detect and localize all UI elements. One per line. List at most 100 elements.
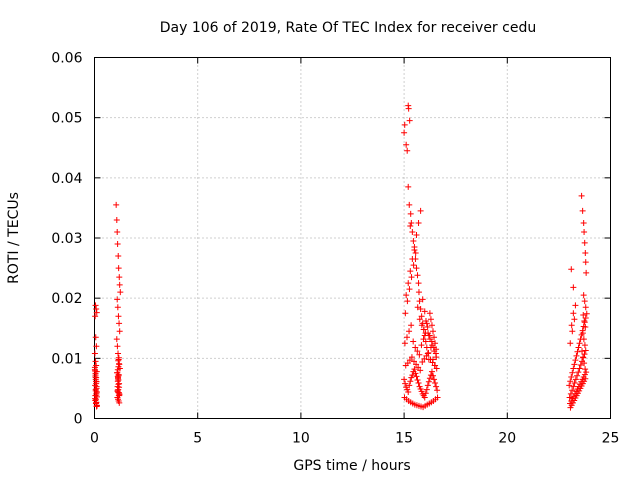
data-point (414, 376, 421, 383)
x-tick-label: 25 (602, 431, 620, 447)
data-point (93, 399, 100, 406)
data-point (92, 378, 99, 385)
data-point (116, 320, 123, 327)
data-point (417, 207, 424, 214)
data-point (569, 369, 576, 376)
data-point (575, 344, 582, 351)
grid (94, 57, 611, 419)
data-point (581, 228, 588, 235)
y-tick-label: 0.02 (51, 291, 82, 307)
data-point (580, 292, 587, 299)
y-tick-label: 0.05 (51, 111, 82, 127)
data-point (576, 365, 583, 372)
data-point (410, 262, 417, 269)
data-point (579, 207, 586, 214)
data-point (406, 382, 413, 389)
data-point (407, 210, 414, 217)
x-tick-label: 0 (90, 431, 99, 447)
data-point (567, 378, 574, 385)
data-point (116, 360, 123, 367)
data-points (91, 102, 590, 411)
data-point (427, 336, 434, 343)
data-point (419, 358, 426, 365)
data-point (577, 361, 584, 368)
data-point (413, 265, 420, 272)
data-point (412, 370, 419, 377)
data-point (401, 376, 408, 383)
data-point (420, 326, 427, 333)
data-point (431, 376, 438, 383)
data-point (116, 274, 123, 281)
data-point (115, 389, 122, 396)
data-point (93, 392, 100, 399)
y-tick-label: 0.04 (51, 171, 82, 187)
data-point (568, 322, 575, 329)
data-point (115, 363, 122, 370)
data-point (114, 304, 121, 311)
data-point (405, 183, 412, 190)
data-point (582, 304, 589, 311)
data-point (113, 336, 120, 343)
data-point (571, 361, 578, 368)
x-tick-label: 15 (395, 431, 413, 447)
data-point (114, 241, 121, 248)
axis-ticks: 0 5 10 15 20 25 0 0.01 0.02 0.03 0.04 0.05 0.06 (51, 51, 619, 447)
data-point (421, 394, 428, 401)
data-point (92, 358, 99, 365)
data-point (415, 280, 422, 287)
data-point (116, 390, 123, 397)
data-point (93, 343, 100, 350)
data-point (408, 322, 415, 329)
data-point (571, 316, 578, 323)
data-point (404, 360, 411, 367)
data-point (574, 348, 581, 355)
data-point (416, 298, 423, 305)
data-point (573, 352, 580, 359)
x-tick-label: 10 (292, 431, 310, 447)
data-point (582, 259, 589, 266)
data-point (416, 351, 423, 358)
data-point (421, 355, 428, 362)
data-point (413, 361, 420, 368)
data-point (580, 336, 587, 343)
data-point (434, 387, 441, 394)
data-point (428, 322, 435, 329)
data-point (93, 368, 100, 375)
data-point (572, 302, 579, 309)
data-point (405, 105, 412, 112)
data-point (404, 298, 411, 305)
data-point (92, 387, 99, 394)
y-tick-label: 0.06 (51, 51, 82, 67)
data-point (91, 350, 98, 357)
data-point (583, 310, 590, 317)
data-point (93, 383, 100, 390)
data-point (581, 239, 588, 246)
data-point (415, 380, 422, 387)
data-point (568, 266, 575, 273)
data-point (115, 313, 122, 320)
data-point (92, 302, 99, 309)
data-point (425, 356, 432, 363)
data-point (403, 141, 410, 148)
data-point (419, 296, 426, 303)
data-point (567, 340, 574, 347)
data-point (115, 253, 122, 260)
data-point (568, 373, 575, 380)
data-point (113, 216, 120, 223)
y-tick-label: 0.03 (51, 231, 82, 247)
data-point (93, 402, 100, 409)
data-point (579, 348, 586, 355)
data-point (117, 289, 124, 296)
data-point (423, 344, 430, 351)
data-point (433, 346, 440, 353)
data-point (92, 334, 99, 341)
data-point (409, 372, 416, 379)
data-point (115, 371, 122, 378)
data-point (415, 364, 422, 371)
data-point (404, 147, 411, 154)
data-point (433, 354, 440, 361)
data-point (576, 340, 583, 347)
data-point (408, 219, 415, 226)
data-point (419, 320, 426, 327)
